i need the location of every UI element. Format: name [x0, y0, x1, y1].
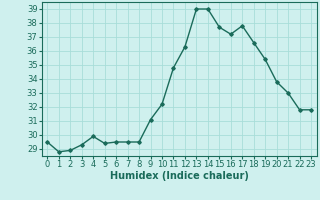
X-axis label: Humidex (Indice chaleur): Humidex (Indice chaleur): [110, 171, 249, 181]
